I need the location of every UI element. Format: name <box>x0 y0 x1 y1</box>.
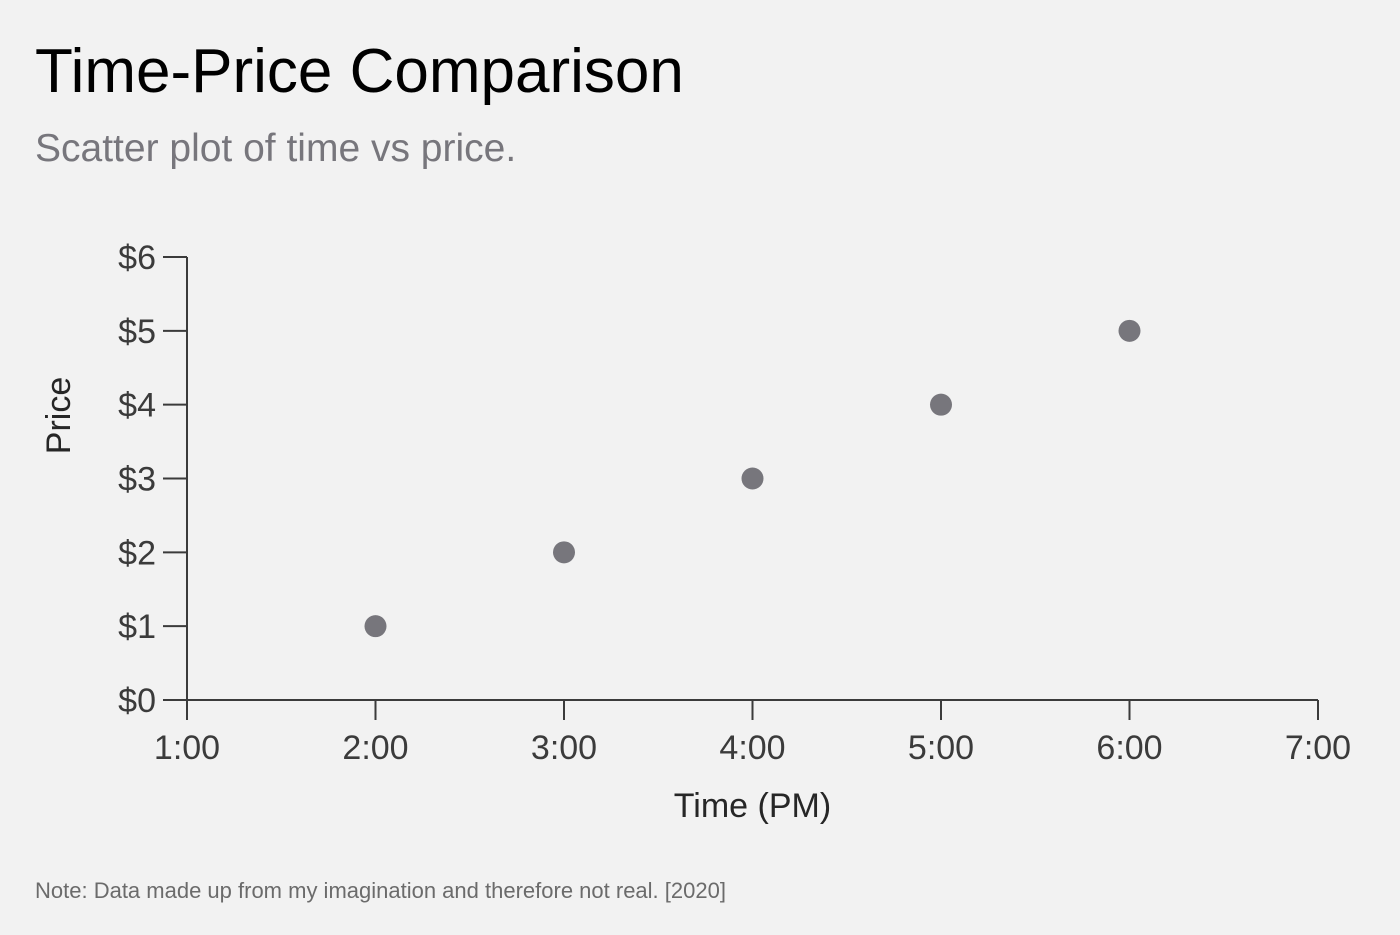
data-point <box>741 467 764 490</box>
x-axis-title: Time (PM) <box>674 787 831 825</box>
y-tick-label: $5 <box>118 313 156 351</box>
y-tick-label: $4 <box>118 387 156 425</box>
data-point <box>1118 319 1141 342</box>
y-tick-label: $2 <box>118 534 156 572</box>
y-tick-label: $1 <box>118 608 156 646</box>
chart-title: Time-Price Comparison <box>35 37 684 106</box>
x-tick-label: 6:00 <box>1096 729 1162 767</box>
y-tick-label: $3 <box>118 461 156 499</box>
y-axis-ticks: $0 $1 $2 $3 $4 $5 $6 <box>118 239 187 720</box>
x-tick-label: 7:00 <box>1285 729 1351 767</box>
x-axis-ticks: 1:00 2:00 3:00 4:00 5:00 6:00 7:00 <box>154 700 1351 767</box>
x-tick-label: 1:00 <box>154 729 220 767</box>
footnote: Note: Data made up from my imagination a… <box>35 878 726 903</box>
y-tick-label: $0 <box>118 682 156 720</box>
data-point <box>364 615 387 638</box>
x-tick-label: 4:00 <box>719 729 785 767</box>
x-tick-label: 2:00 <box>342 729 408 767</box>
data-point <box>930 393 952 416</box>
y-axis-title: Price <box>40 377 78 454</box>
chart-subtitle: Scatter plot of time vs price. <box>35 127 517 170</box>
data-points <box>364 319 1141 638</box>
x-tick-label: 5:00 <box>908 729 974 767</box>
data-point <box>553 541 575 564</box>
x-tick-label: 3:00 <box>531 729 597 767</box>
y-tick-label: $6 <box>118 239 156 277</box>
